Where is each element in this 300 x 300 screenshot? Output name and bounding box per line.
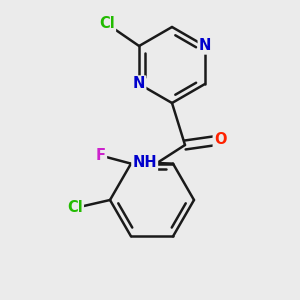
Text: N: N — [133, 76, 145, 92]
Text: Cl: Cl — [67, 200, 83, 215]
Text: N: N — [199, 38, 211, 53]
Text: F: F — [96, 148, 106, 163]
Text: NH: NH — [132, 155, 157, 170]
Text: Cl: Cl — [99, 16, 115, 32]
Text: O: O — [214, 133, 226, 148]
